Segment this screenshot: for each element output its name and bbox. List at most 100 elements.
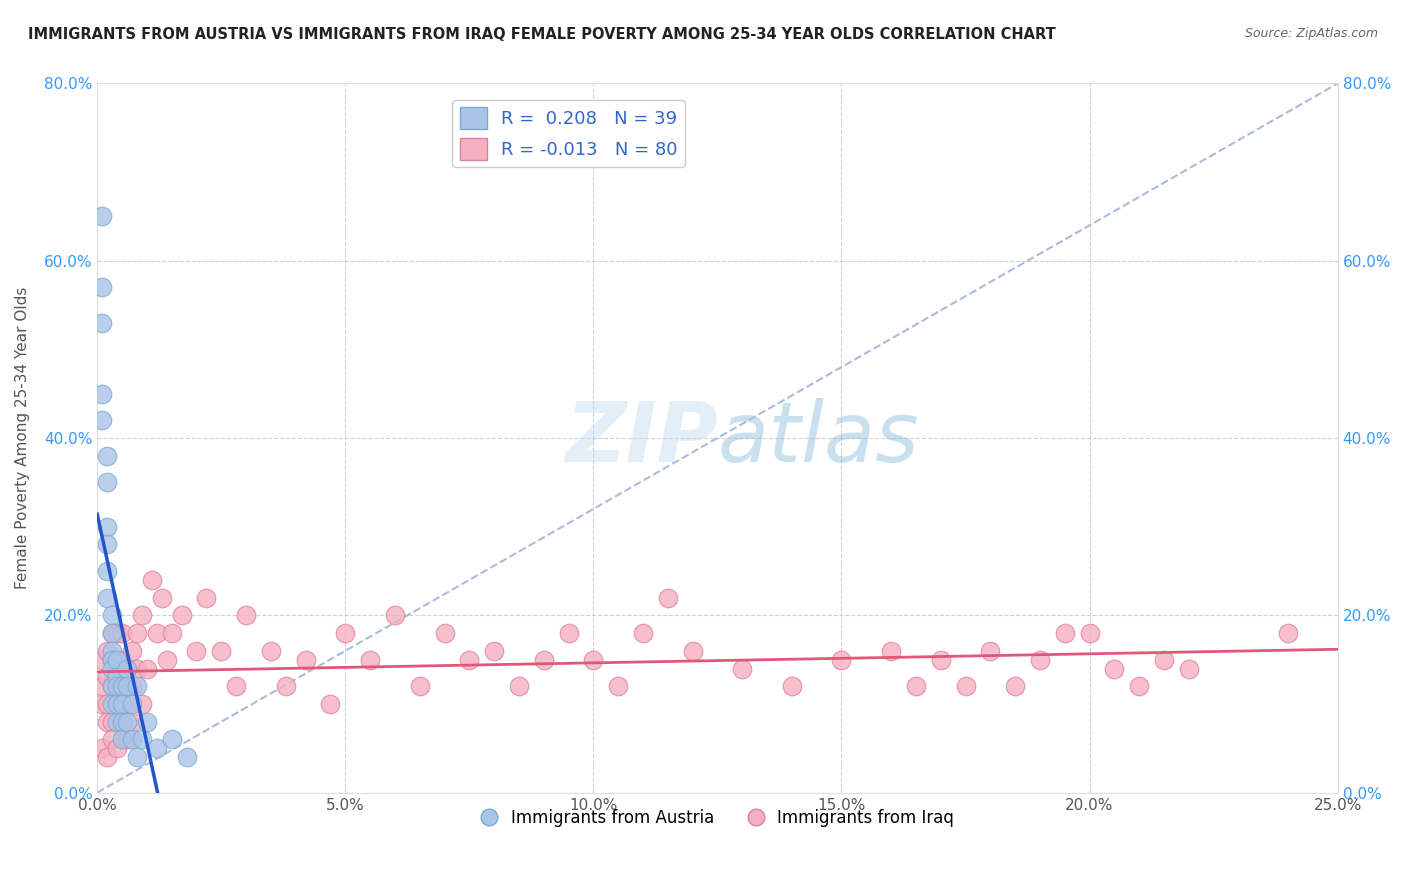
Point <box>101 653 124 667</box>
Point <box>111 697 134 711</box>
Point <box>225 679 247 693</box>
Point <box>458 653 481 667</box>
Point <box>125 626 148 640</box>
Point <box>96 644 118 658</box>
Point <box>115 732 138 747</box>
Point <box>135 661 157 675</box>
Point <box>96 591 118 605</box>
Point <box>607 679 630 693</box>
Point <box>115 697 138 711</box>
Point <box>101 661 124 675</box>
Point <box>111 653 134 667</box>
Point <box>96 564 118 578</box>
Point <box>91 386 114 401</box>
Point <box>105 697 128 711</box>
Point <box>91 413 114 427</box>
Point <box>91 653 114 667</box>
Point <box>115 661 138 675</box>
Point <box>101 679 124 693</box>
Point <box>1104 661 1126 675</box>
Point <box>121 644 143 658</box>
Point <box>121 679 143 693</box>
Point <box>101 644 124 658</box>
Point <box>1053 626 1076 640</box>
Point <box>121 732 143 747</box>
Point <box>96 475 118 490</box>
Point <box>1277 626 1299 640</box>
Point <box>91 679 114 693</box>
Point <box>105 653 128 667</box>
Point <box>131 608 153 623</box>
Point <box>146 626 169 640</box>
Point <box>557 626 579 640</box>
Point <box>294 653 316 667</box>
Point <box>359 653 381 667</box>
Point <box>533 653 555 667</box>
Point <box>96 750 118 764</box>
Point <box>631 626 654 640</box>
Point <box>101 626 124 640</box>
Point <box>96 449 118 463</box>
Point <box>105 679 128 693</box>
Point <box>96 697 118 711</box>
Point <box>156 653 179 667</box>
Point <box>91 210 114 224</box>
Point <box>91 741 114 756</box>
Point <box>384 608 406 623</box>
Point <box>101 732 124 747</box>
Point <box>111 679 134 693</box>
Point <box>176 750 198 764</box>
Point <box>101 608 124 623</box>
Point <box>135 714 157 729</box>
Y-axis label: Female Poverty Among 25-34 Year Olds: Female Poverty Among 25-34 Year Olds <box>15 287 30 590</box>
Point <box>146 741 169 756</box>
Point <box>1153 653 1175 667</box>
Point <box>731 661 754 675</box>
Point <box>657 591 679 605</box>
Point <box>96 670 118 684</box>
Point <box>105 670 128 684</box>
Point <box>955 679 977 693</box>
Point <box>101 714 124 729</box>
Point <box>121 697 143 711</box>
Point <box>335 626 357 640</box>
Point <box>96 537 118 551</box>
Point <box>1029 653 1052 667</box>
Point <box>105 741 128 756</box>
Point <box>880 644 903 658</box>
Point <box>111 714 134 729</box>
Point <box>101 653 124 667</box>
Point <box>131 697 153 711</box>
Point <box>409 679 432 693</box>
Text: ZIP: ZIP <box>565 398 717 478</box>
Point <box>170 608 193 623</box>
Point <box>979 644 1001 658</box>
Point <box>582 653 605 667</box>
Point <box>260 644 283 658</box>
Point <box>1178 661 1201 675</box>
Point <box>141 573 163 587</box>
Point <box>115 661 138 675</box>
Text: atlas: atlas <box>717 398 920 478</box>
Point <box>209 644 232 658</box>
Point <box>101 679 124 693</box>
Point <box>319 697 342 711</box>
Point <box>682 644 704 658</box>
Point <box>235 608 257 623</box>
Point <box>105 626 128 640</box>
Point <box>125 679 148 693</box>
Point <box>780 679 803 693</box>
Point <box>1004 679 1026 693</box>
Point <box>91 697 114 711</box>
Text: Source: ZipAtlas.com: Source: ZipAtlas.com <box>1244 27 1378 40</box>
Text: IMMIGRANTS FROM AUSTRIA VS IMMIGRANTS FROM IRAQ FEMALE POVERTY AMONG 25-34 YEAR : IMMIGRANTS FROM AUSTRIA VS IMMIGRANTS FR… <box>28 27 1056 42</box>
Point <box>115 714 138 729</box>
Point <box>125 750 148 764</box>
Point <box>96 519 118 533</box>
Point <box>150 591 173 605</box>
Point <box>91 316 114 330</box>
Point <box>186 644 208 658</box>
Legend: Immigrants from Austria, Immigrants from Iraq: Immigrants from Austria, Immigrants from… <box>474 803 960 834</box>
Point <box>274 679 297 693</box>
Point <box>121 714 143 729</box>
